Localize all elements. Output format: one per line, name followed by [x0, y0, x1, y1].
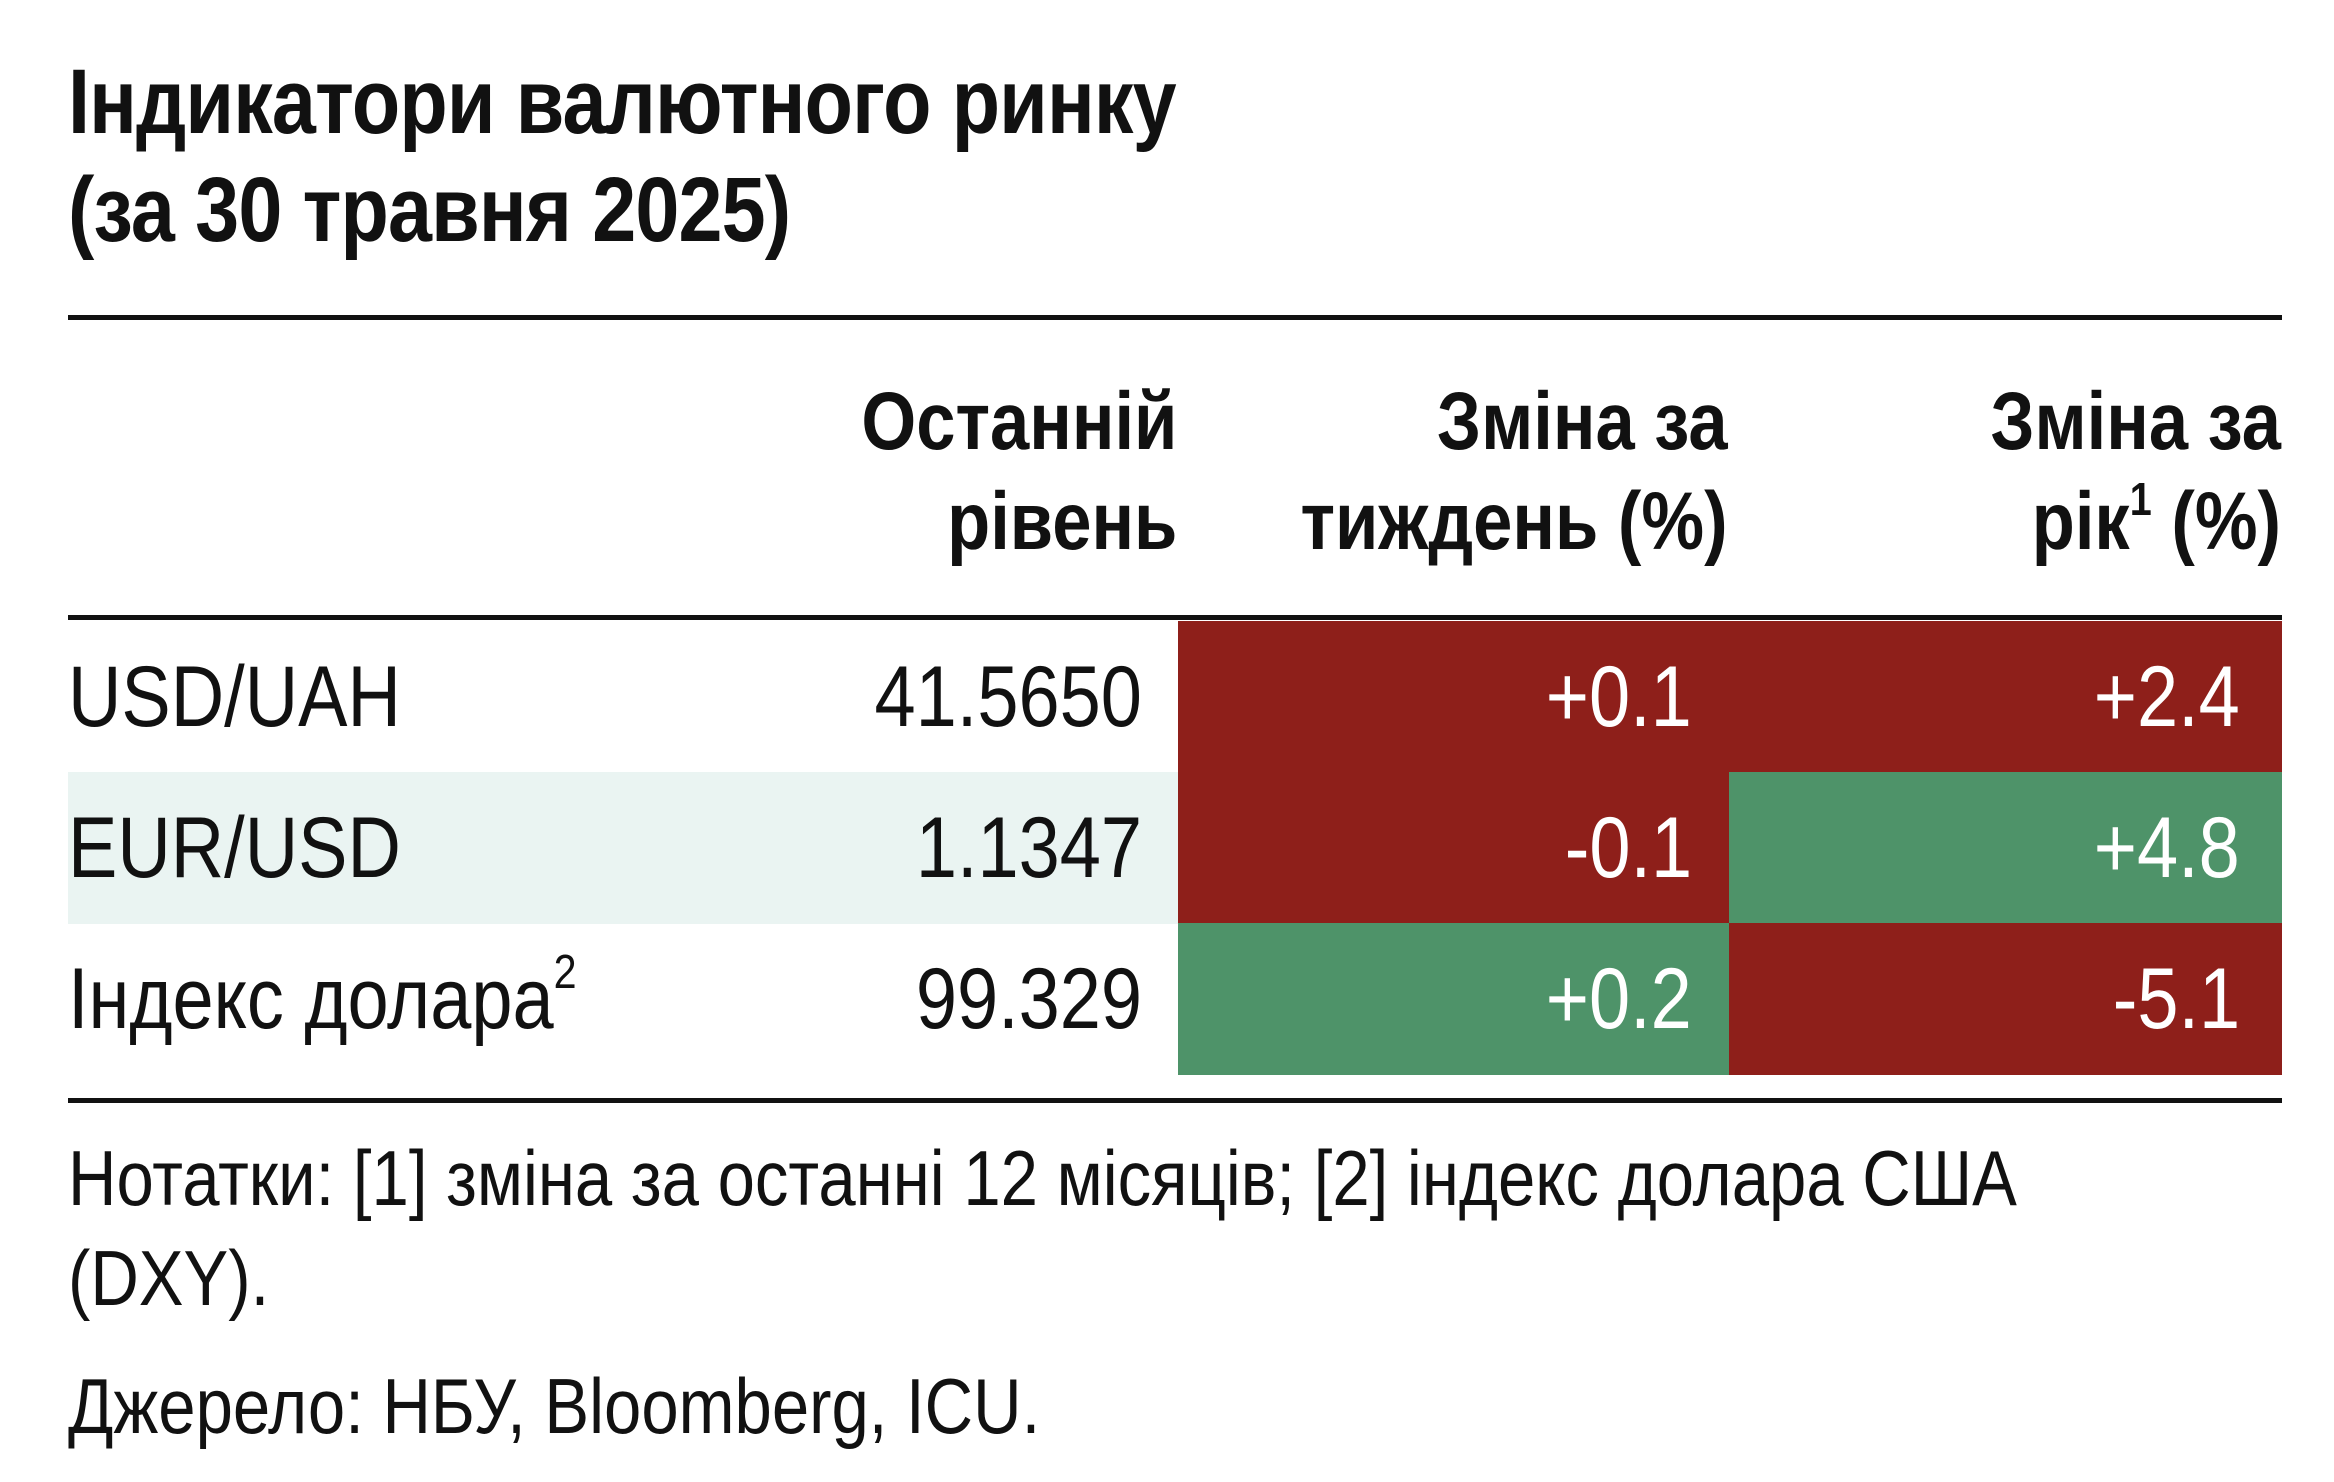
footnote-marker-2: 2: [553, 946, 577, 1000]
column-header-year-line-2: рік1 (%): [1990, 472, 2281, 572]
row-name: Індекс долара2: [68, 923, 577, 1075]
column-header-week-line-1: Зміна за: [1437, 376, 1728, 467]
column-header-year: Зміна за рік1 (%): [1990, 372, 2281, 572]
column-header-week-line-2: тиждень (%): [1300, 476, 1728, 567]
table-title: Індикатори валютного ринку (за 30 травня…: [68, 48, 1960, 264]
column-header-level-line-1: Останній: [861, 376, 1177, 467]
week-change-value: -0.1: [1564, 800, 1692, 896]
bottom-rule: [68, 1098, 2282, 1103]
source-text: Джерело: НБУ, Bloomberg, ICU.: [68, 1362, 1041, 1450]
week-change-cell: [1178, 621, 1729, 773]
year-change-value: +2.4: [2093, 649, 2240, 745]
year-change-cell: [1729, 772, 2282, 924]
column-header-week: Зміна за тиждень (%): [1301, 372, 1728, 572]
title-line-1: Індикатори валютного ринку: [68, 51, 1177, 153]
row-level-value: 41.5650: [874, 649, 1142, 745]
row-name: EUR/USD: [68, 772, 401, 924]
row-name-text: USD/UAH: [68, 649, 401, 745]
table-row: USD/UAH 41.5650 +0.1 +2.4: [68, 621, 2282, 773]
column-header-level: Останній рівень: [861, 372, 1177, 572]
top-rule: [68, 315, 2282, 320]
week-change-value: +0.1: [1545, 649, 1692, 745]
year-change-value: -5.1: [2112, 951, 2240, 1047]
year-change-cell: [1729, 923, 2282, 1075]
row-level-value: 1.1347: [915, 800, 1142, 896]
week-change-value: +0.2: [1545, 951, 1692, 1047]
row-name-text: Індекс долара: [68, 951, 554, 1047]
table-row: Індекс долара2 99.329 +0.2 -5.1: [68, 923, 2282, 1075]
header-rule: [68, 615, 2282, 620]
row-level-value: 99.329: [915, 951, 1142, 1047]
row-name-text: EUR/USD: [68, 800, 401, 896]
notes-block: Нотатки: [1] зміна за останні 12 місяців…: [68, 1128, 2046, 1456]
row-stripe: [68, 772, 1178, 924]
column-header-year-line-1: Зміна за: [1990, 376, 2281, 467]
footnote-marker-1: 1: [2129, 472, 2152, 525]
title-line-2: (за 30 травня 2025): [68, 159, 791, 261]
week-change-cell: [1178, 772, 1729, 924]
year-change-value: +4.8: [2093, 800, 2240, 896]
column-header-level-line-2: рівень: [946, 476, 1177, 567]
row-name: USD/UAH: [68, 621, 401, 773]
week-change-cell: [1178, 923, 1729, 1075]
year-change-cell: [1729, 621, 2282, 773]
notes-text: Нотатки: [1] зміна за останні 12 місяців…: [68, 1134, 2017, 1322]
column-header-year-unit: (%): [2151, 476, 2281, 567]
column-header-year-word: рік: [2031, 476, 2130, 567]
table-row: EUR/USD 1.1347 -0.1 +4.8: [68, 772, 2282, 924]
